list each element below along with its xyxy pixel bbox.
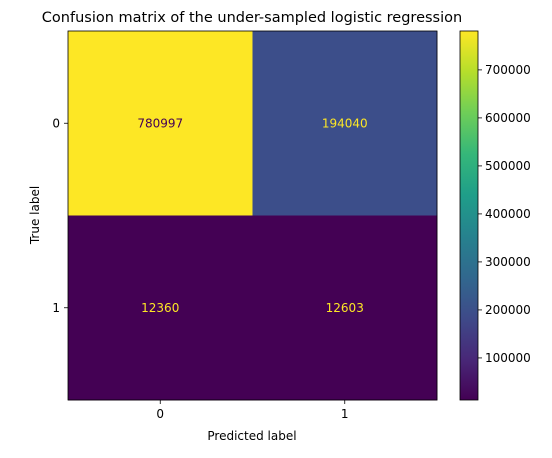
y-axis-label: True label: [28, 186, 42, 245]
colorbar-ticks: 100000 200000 300000 400000 500000 600000 7000…: [478, 63, 531, 365]
colorbar-tick-label: 400000: [485, 207, 531, 221]
heatmap-cells: 780997 194040 12360 12603: [68, 31, 438, 401]
heatmap-cell: [252, 31, 438, 216]
colorbar-tick-label: 300000: [485, 255, 531, 269]
x-axis-label: Predicted label: [207, 429, 296, 443]
cell-value-label: 12360: [141, 301, 179, 315]
heatmap-cell: [252, 215, 438, 401]
colorbar-tick-label: 600000: [485, 111, 531, 125]
colorbar-tick-label: 500000: [485, 159, 531, 173]
heatmap-cell: [68, 31, 253, 216]
heatmap-cell: [68, 215, 253, 401]
plot-frame: [67, 30, 438, 401]
chart-title: Confusion matrix of the under-sampled lo…: [42, 10, 462, 26]
colorbar-frame: [459, 30, 479, 401]
cell-value-label: 12603: [326, 301, 364, 315]
y-tick-label: 1: [52, 301, 60, 315]
y-axis-ticks: 01: [52, 116, 68, 315]
colorbar-tick-label: 100000: [485, 351, 531, 365]
colorbar-tick-label: 200000: [485, 303, 531, 317]
cell-value-label: 194040: [322, 116, 368, 130]
cell-value-label: 780997: [137, 116, 183, 130]
y-tick-label: 0: [52, 116, 60, 130]
x-tick-label: 0: [156, 407, 164, 421]
colorbar: [460, 31, 478, 400]
colorbar-tick-label: 700000: [485, 63, 531, 77]
x-tick-label: 1: [341, 407, 349, 421]
